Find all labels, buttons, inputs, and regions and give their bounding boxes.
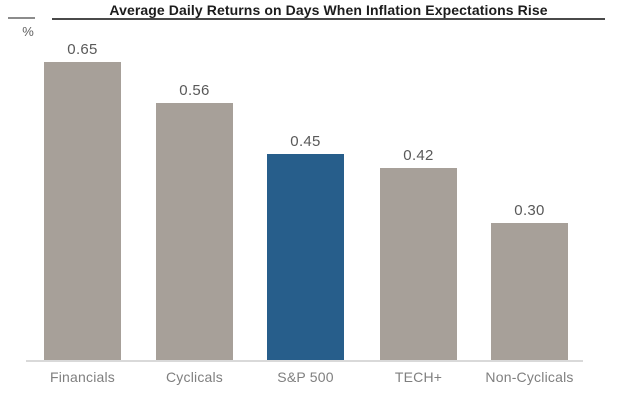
bar-financials <box>44 62 121 361</box>
chart-title: Average Daily Returns on Days When Infla… <box>109 2 548 18</box>
bar-group-tech-plus: 0.42 TECH+ <box>380 31 457 385</box>
y-axis-unit-label: % <box>22 24 34 39</box>
bar-category-label: TECH+ <box>394 369 443 385</box>
bar-group-non-cyclicals: 0.30 Non-Cyclicals <box>485 31 573 385</box>
unit-rule <box>8 17 35 19</box>
title-underline <box>52 18 605 20</box>
bar-cyclicals <box>156 103 233 361</box>
bar-tech-plus <box>380 168 457 361</box>
bar-group-cyclicals: 0.56 Cyclicals <box>156 31 233 385</box>
bar-sp500 <box>267 154 344 361</box>
x-axis-line <box>26 360 583 362</box>
bar-category-label: S&P 500 <box>277 369 334 385</box>
bar-non-cyclicals <box>491 223 568 361</box>
bar-value-label: 0.65 <box>67 41 98 58</box>
bar-group-financials: 0.65 Financials <box>44 31 121 385</box>
bar-value-label: 0.45 <box>290 133 321 150</box>
bar-value-label: 0.56 <box>179 82 210 99</box>
bar-group-sp500: 0.45 S&P 500 <box>267 31 344 385</box>
bar-value-label: 0.42 <box>403 147 434 164</box>
bar-category-label: Non-Cyclicals <box>485 369 574 385</box>
bar-category-label: Financials <box>49 369 116 385</box>
bar-value-label: 0.30 <box>514 202 545 219</box>
bar-category-label: Cyclicals <box>165 369 224 385</box>
